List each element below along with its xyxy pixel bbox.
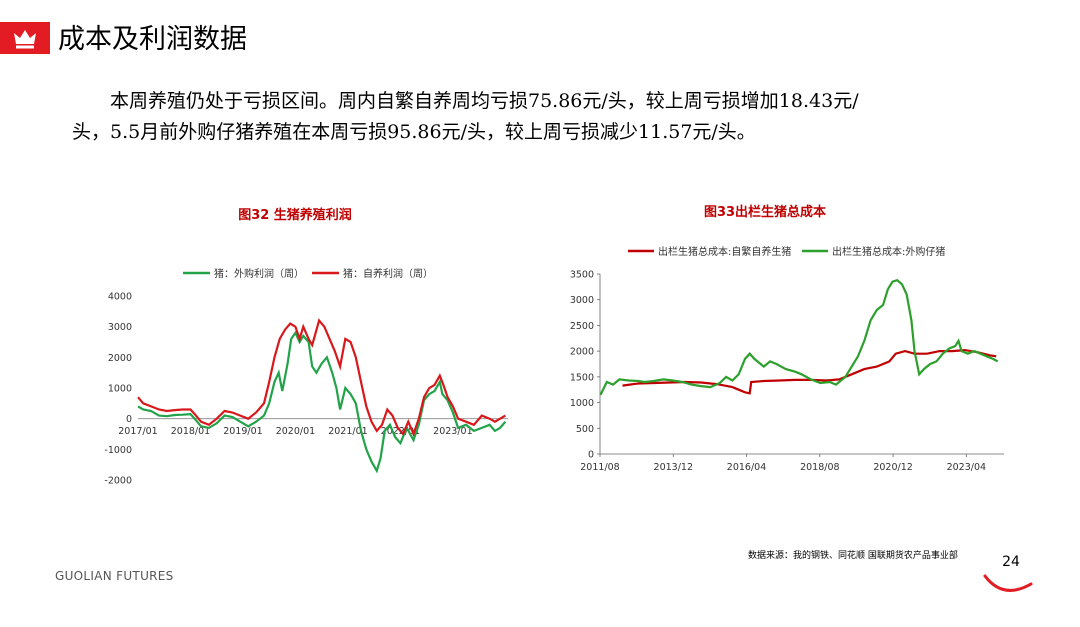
x-tick-label: 2018/08 <box>800 462 839 473</box>
y-tick-label: 3000 <box>108 322 132 333</box>
y-tick-label: -1000 <box>104 445 132 456</box>
legend-label-piglet-cost: 出栏生猪总成本:外购仔猪 <box>832 245 945 258</box>
series-selfbred-profit <box>137 318 506 438</box>
x-tick-label: 2018/01 <box>171 426 210 437</box>
x-tick-label: 2019/01 <box>223 426 262 437</box>
crown-icon <box>14 30 36 49</box>
x-tick-label: 2023/01 <box>433 426 472 437</box>
brand-name: GUOLIAN FUTURES <box>55 569 174 583</box>
series-piglet-cost <box>599 278 999 396</box>
x-tick-label: 2011/08 <box>580 462 619 473</box>
legend-label-outsourced: 猪：外购利润（周） <box>214 267 304 280</box>
chart1-legend: 猪：外购利润（周） 猪：自养利润（周） <box>183 267 433 280</box>
profit-chart: 猪：外购利润（周） 猪：自养利润（周） 4000 3000 2000 1000 0 -10… <box>104 267 508 487</box>
series-outsourced-profit <box>137 330 507 474</box>
y-tick-label: 2000 <box>108 353 132 364</box>
y-tick-label: 4000 <box>108 292 132 303</box>
page-title: 成本及利润数据 <box>58 24 247 55</box>
x-tick-label: 2020/01 <box>276 426 315 437</box>
y-tick-label: 1500 <box>570 372 594 383</box>
y-tick-label: 500 <box>576 424 594 435</box>
series-selfbred-cost <box>622 348 997 395</box>
chart2-y-axis: 3500 3000 2500 2000 1500 1000 500 0 <box>570 270 600 461</box>
x-tick-label: 2021/01 <box>328 426 367 437</box>
y-tick-label: 3000 <box>570 295 594 306</box>
x-tick-label: 2013/12 <box>654 462 693 473</box>
chart1-title: 图32 生猪养殖利润 <box>238 208 352 223</box>
chart2-legend: 出栏生猪总成本:自繁自养生猪 出栏生猪总成本:外购仔猪 <box>628 245 945 258</box>
title-accent-bar <box>0 22 50 54</box>
y-tick-label: 1000 <box>108 384 132 395</box>
y-tick-label: 0 <box>126 414 132 425</box>
y-tick-label: 2000 <box>570 347 594 358</box>
page-number-swoosh-icon <box>983 574 1033 592</box>
y-tick-label: 2500 <box>570 321 594 332</box>
x-tick-label: 2017/01 <box>118 426 157 437</box>
summary-line-1: 本周养殖仍处于亏损区间。周内自繁自养周均亏损75.86元/头，较上周亏损增加18… <box>110 90 859 112</box>
x-tick-label: 2020/12 <box>873 462 912 473</box>
y-tick-label: 3500 <box>570 270 594 281</box>
y-tick-label: -2000 <box>104 476 132 487</box>
y-tick-label: 1000 <box>570 398 594 409</box>
chart2-x-axis: 2011/08 2013/12 2016/04 2018/08 2020/12 2023/… <box>580 454 986 473</box>
page-number: 24 <box>1002 554 1020 570</box>
chart1-x-axis: 2017/01 2018/01 2019/01 2020/01 2021/01 2022/… <box>118 426 472 437</box>
x-tick-label: 2016/04 <box>727 462 766 473</box>
summary-line-2: 头，5.5月前外购仔猪养殖在本周亏损95.86元/头，较上周亏损减少11.57元… <box>72 121 756 143</box>
cost-chart: 出栏生猪总成本:自繁自养生猪 出栏生猪总成本:外购仔猪 3500 3000 2500… <box>570 245 1004 473</box>
x-tick-label: 2023/04 <box>947 462 986 473</box>
data-source-note: 数据来源：我的钢铁、同花顺 国联期货农产品事业部 <box>748 551 958 561</box>
legend-label-selfbred: 猪：自养利润（周） <box>343 267 433 280</box>
y-tick-label: 0 <box>588 450 594 461</box>
chart2-title: 图33出栏生猪总成本 <box>703 205 827 220</box>
chart1-y-axis: 4000 3000 2000 1000 0 -1000 -2000 <box>104 292 132 487</box>
legend-label-selfbred-cost: 出栏生猪总成本:自繁自养生猪 <box>658 245 791 258</box>
